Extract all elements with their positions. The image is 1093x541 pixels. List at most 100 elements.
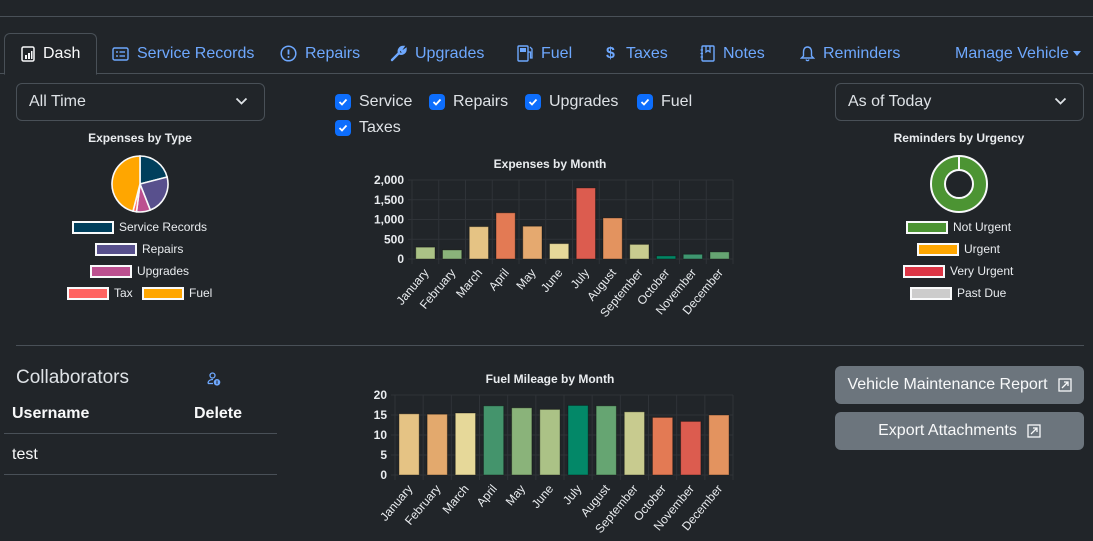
section-divider [16,345,1084,346]
bar-february[interactable] [441,249,463,260]
bar-july[interactable] [567,404,589,476]
bar-august[interactable] [595,405,617,476]
bar-november[interactable] [682,253,704,260]
tab-fuel[interactable]: Fuel [517,33,572,74]
bar-december[interactable] [708,414,730,476]
export-attachments-button[interactable]: Export Attachments [835,412,1084,450]
filter-checkbox-upgrades[interactable]: Upgrades [525,93,618,111]
checkbox-checked-icon [429,94,445,110]
tab-label: Notes [723,44,765,62]
export-button-label: Export Attachments [878,422,1017,439]
username-column-header: Username [12,405,90,422]
x-tick-label: June [538,266,566,295]
x-tick-label: June [529,482,557,511]
legend-item-past-due[interactable]: Past Due [910,286,1006,300]
legend-swatch [142,286,184,300]
x-tick-label: May [503,482,528,508]
pie-slice-fuel [111,155,141,213]
expenses-by-month-title: Expenses by Month [493,157,607,171]
bar-november[interactable] [680,420,702,476]
box-arrow-up-right-icon [1057,378,1072,392]
tab-label: Reminders [823,44,901,62]
legend-item-upgrades[interactable]: Upgrades [90,264,189,278]
vehicle-maintenance-report-button[interactable]: Vehicle Maintenance Report [835,366,1084,404]
x-tick-label: April [474,482,500,509]
tab-notes[interactable]: Notes [700,33,765,74]
tab-reminders[interactable]: Reminders [800,33,900,74]
filter-checkbox-taxes[interactable]: Taxes [335,119,401,137]
dollar-icon: $ [606,44,615,62]
y-tick-label: 0 [397,252,404,266]
tab-repairs[interactable]: Repairs [280,33,360,74]
checkbox-label: Taxes [359,119,401,136]
time-range-value: All Time [29,93,86,110]
bar-april[interactable] [482,405,505,476]
legend-item-very-urgent[interactable]: Very Urgent [903,264,1013,278]
time-range-select[interactable]: All Time [16,83,265,121]
tab-label: Service Records [137,44,255,62]
bar-september[interactable] [623,411,646,476]
legend-item-urgent[interactable]: Urgent [917,242,1000,256]
bar-may[interactable] [511,407,533,476]
card-list-icon [112,46,129,61]
checkbox-label: Service [359,93,413,110]
legend-swatch [906,220,948,234]
bar-february[interactable] [426,413,448,476]
x-tick-label: March [440,482,472,517]
bar-april[interactable] [495,212,516,260]
pie-slice-repairs [138,176,169,212]
bar-march[interactable] [468,226,490,260]
wrench-icon [390,45,407,62]
tab-taxes[interactable]: $ Taxes [606,33,668,74]
legend-label: Upgrades [137,264,190,278]
tab-service-records[interactable]: Service Records [112,33,254,74]
bar-march[interactable] [454,412,477,476]
legend-item-tax[interactable]: Tax [67,286,133,300]
reminder-range-select[interactable]: As of Today [835,83,1084,121]
y-tick-label: 1,500 [374,193,404,207]
x-tick-label: July [568,266,592,291]
legend-swatch [917,242,959,256]
tab-upgrades[interactable]: Upgrades [390,33,484,74]
bar-july[interactable] [575,187,597,260]
manage-vehicle-dropdown[interactable]: Manage Vehicle [955,33,1081,74]
top-divider [0,16,1093,17]
bar-september[interactable] [629,243,650,260]
filter-checkbox-repairs[interactable]: Repairs [429,93,508,111]
bar-october[interactable] [655,255,677,260]
legend-label: Tax [114,286,133,300]
checkbox-label: Fuel [661,93,693,110]
legend-item-fuel[interactable]: Fuel [142,286,212,300]
collaborators-title: Collaborators [16,367,129,388]
add-collaborator-icon[interactable] [207,372,221,386]
checkbox-checked-icon [335,120,351,136]
bar-august[interactable] [602,217,623,260]
y-tick-label: 2,000 [374,173,404,187]
legend-item-repairs[interactable]: Repairs [95,242,183,256]
bar-june[interactable] [548,243,570,260]
checkbox-label: Upgrades [549,93,619,110]
legend-label: Repairs [142,242,184,256]
filter-checkbox-service[interactable]: Service [335,93,412,111]
y-tick-label: 500 [384,232,404,246]
collaborator-username: test [12,446,38,463]
bar-january[interactable] [415,246,436,260]
tab-dash[interactable]: Dash [4,33,98,75]
fuel-pump-icon [517,45,533,62]
legend-swatch [67,286,109,300]
bar-october[interactable] [651,416,674,476]
legend-item-not-urgent[interactable]: Not Urgent [906,220,1011,234]
legend-label: Service Records [119,220,208,234]
x-tick-label: July [560,482,584,507]
legend-item-service-records[interactable]: Service Records [72,220,207,234]
legend-label: Urgent [964,242,1001,256]
bar-january[interactable] [398,413,420,476]
reminders-by-urgency-donut [930,155,988,213]
bar-may[interactable] [522,225,543,260]
bar-june[interactable] [539,408,561,476]
box-arrow-up-right-icon [1027,424,1041,438]
filter-checkbox-fuel[interactable]: Fuel [637,93,692,111]
bar-december[interactable] [709,251,730,260]
expenses-by-type-pie [111,155,169,213]
